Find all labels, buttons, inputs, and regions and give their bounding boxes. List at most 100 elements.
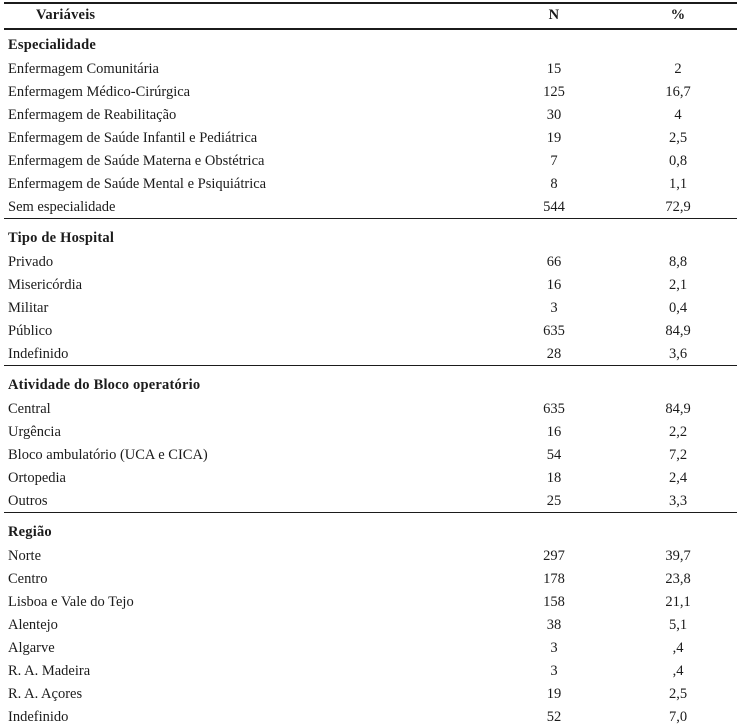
variable-label: Privado [8, 253, 54, 270]
column-header-variaveis: Variáveis [4, 3, 489, 30]
table-row: R. A. Açores 19 2,5 [4, 682, 737, 705]
table-row: Ortopedia 18 2,4 [4, 466, 737, 489]
n-value: 15 [546, 60, 562, 77]
variable-label: Militar [8, 299, 49, 316]
table-row: R. A. Madeira 3 ,4 [4, 659, 737, 682]
percent-value: 7,2 [668, 446, 688, 463]
table-row: Enfermagem de Saúde Infantil e Pediátric… [4, 126, 737, 149]
variable-label: Misericórdia [8, 276, 83, 293]
table-row: Enfermagem Médico-Cirúrgica 125 16,7 [4, 80, 737, 103]
percent-value: 8,8 [668, 253, 688, 270]
column-header-n: N [489, 3, 619, 30]
column-header-percent: % [619, 3, 737, 30]
n-value: 28 [546, 345, 562, 362]
variable-label: Alentejo [8, 616, 58, 633]
percent-value: 0,8 [668, 152, 688, 169]
n-value: 16 [546, 276, 562, 293]
section-title: Especialidade [8, 37, 96, 53]
n-value: 54 [546, 446, 562, 463]
table-row: Enfermagem de Reabilitação 30 4 [4, 103, 737, 126]
table-row: Militar 3 0,4 [4, 296, 737, 319]
variable-label: Indefinido [8, 345, 69, 362]
table-row: Urgência 16 2,2 [4, 420, 737, 443]
variable-label: R. A. Açores [8, 685, 83, 702]
n-value: 38 [546, 616, 562, 633]
n-value: 19 [546, 685, 562, 702]
n-value: 16 [546, 423, 562, 440]
n-value: 635 [543, 400, 565, 417]
percent-value: 84,9 [665, 322, 691, 339]
n-value: 297 [543, 547, 565, 564]
n-value: 158 [543, 593, 565, 610]
percent-value: 1,1 [668, 175, 688, 192]
variable-label: Indefinido [8, 708, 69, 725]
variable-label: Centro [8, 570, 48, 587]
percent-value: ,4 [672, 662, 684, 679]
table-row: Alentejo 38 5,1 [4, 613, 737, 636]
n-value: 125 [543, 83, 565, 100]
n-value: 25 [546, 492, 562, 509]
table-row: Enfermagem de Saúde Mental e Psiquiátric… [4, 172, 737, 195]
n-value: 178 [543, 570, 565, 587]
percent-value: 7,0 [668, 708, 688, 725]
percent-value: ,4 [672, 639, 684, 656]
variable-label: Norte [8, 547, 42, 564]
variable-label: Enfermagem Comunitária [8, 60, 159, 77]
variable-label: Público [8, 322, 53, 339]
section-title: Tipo de Hospital [4, 218, 737, 250]
table-row: Norte 297 39,7 [4, 544, 737, 567]
variable-label: Bloco ambulatório (UCA e CICA) [8, 446, 208, 463]
table-row: Centro 178 23,8 [4, 567, 737, 590]
variable-label: Enfermagem de Saúde Mental e Psiquiátric… [8, 175, 267, 192]
section-header-row: Atividade do Bloco operatório [4, 365, 737, 397]
table-row: Indefinido 28 3,6 [4, 342, 737, 366]
variable-label: Enfermagem de Saúde Infantil e Pediátric… [8, 129, 258, 146]
table-row: Algarve 3 ,4 [4, 636, 737, 659]
n-value: 3 [550, 639, 558, 656]
variable-label: Enfermagem de Saúde Materna e Obstétrica [8, 152, 265, 169]
variable-label: Lisboa e Vale do Tejo [8, 593, 134, 610]
variable-label: Sem especialidade [8, 198, 116, 215]
n-value: 66 [546, 253, 562, 270]
n-value: 30 [546, 106, 562, 123]
percent-value: 2,5 [668, 129, 688, 146]
n-value: 3 [550, 662, 558, 679]
n-value: 18 [546, 469, 562, 486]
table-row: Indefinido 52 7,0 [4, 705, 737, 727]
n-value: 635 [543, 322, 565, 339]
table-row: Enfermagem Comunitária 15 2 [4, 57, 737, 80]
variable-label: Algarve [8, 639, 55, 656]
variable-label: Enfermagem de Reabilitação [8, 106, 177, 123]
n-value: 544 [543, 198, 565, 215]
section-header-row: Tipo de Hospital [4, 218, 737, 250]
table-row: Público 635 84,9 [4, 319, 737, 342]
table-row: Outros 25 3,3 [4, 489, 737, 513]
n-value: 19 [546, 129, 562, 146]
section-title: Região [4, 512, 737, 544]
table-row: Sem especialidade 544 72,9 [4, 195, 737, 219]
percent-value: 4 [674, 106, 682, 123]
percent-value: 72,9 [665, 198, 691, 215]
n-value: 52 [546, 708, 562, 725]
percent-value: 16,7 [665, 83, 691, 100]
section-header-row: Região [4, 512, 737, 544]
percent-value: 2,2 [668, 423, 688, 440]
percent-value: 2,1 [668, 276, 688, 293]
variable-label: Enfermagem Médico-Cirúrgica [8, 83, 191, 100]
variable-label: Outros [8, 492, 48, 509]
table-row: Enfermagem de Saúde Materna e Obstétrica… [4, 149, 737, 172]
n-value: 3 [550, 299, 558, 316]
variable-label: Central [8, 400, 51, 417]
percent-value: 21,1 [665, 593, 691, 610]
table-row: Privado 66 8,8 [4, 250, 737, 273]
n-value: 7 [550, 152, 558, 169]
percent-value: 2 [674, 60, 682, 77]
variable-label: R. A. Madeira [8, 662, 91, 679]
section-header-row: Especialidade [4, 29, 737, 57]
frequency-table: Variáveis N % Especialidade Enfermagem Co… [4, 2, 737, 727]
table-row: Bloco ambulatório (UCA e CICA) 54 7,2 [4, 443, 737, 466]
table-row: Lisboa e Vale do Tejo 158 21,1 [4, 590, 737, 613]
percent-value: 3,3 [668, 492, 688, 509]
variable-label: Ortopedia [8, 469, 66, 486]
